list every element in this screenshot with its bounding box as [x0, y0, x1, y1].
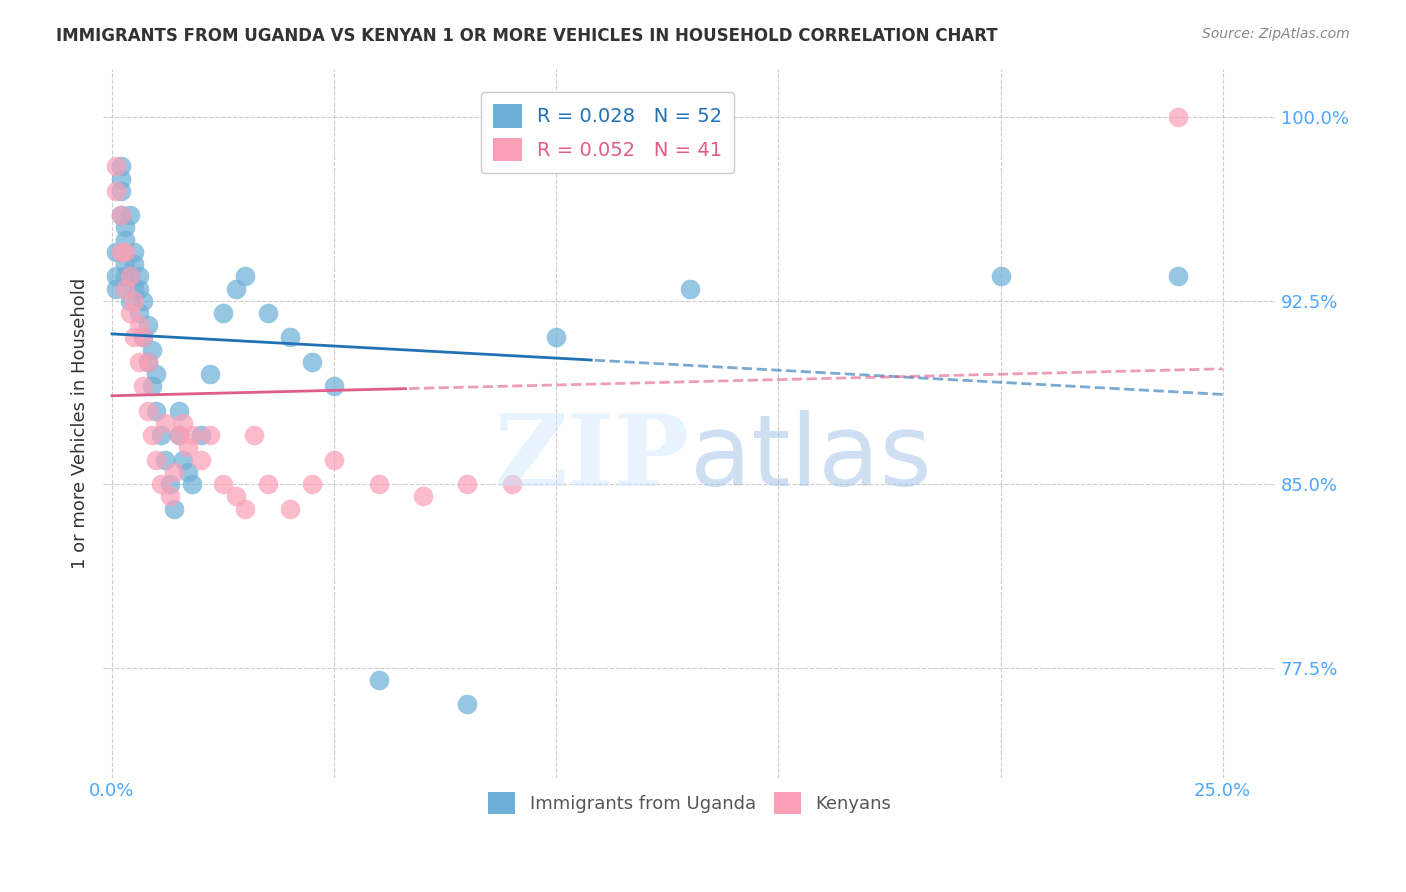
Point — [198, 428, 221, 442]
Point — [132, 330, 155, 344]
Point — [110, 208, 132, 222]
Point — [243, 428, 266, 442]
Legend: Immigrants from Uganda, Kenyans: Immigrants from Uganda, Kenyans — [477, 781, 901, 825]
Point — [110, 208, 132, 222]
Point — [118, 269, 141, 284]
Point — [225, 489, 247, 503]
Point — [132, 379, 155, 393]
Point — [546, 330, 568, 344]
Point — [367, 477, 389, 491]
Point — [149, 428, 172, 442]
Point — [114, 269, 136, 284]
Point — [172, 416, 194, 430]
Point — [145, 367, 167, 381]
Point — [167, 404, 190, 418]
Point — [122, 257, 145, 271]
Point — [1167, 111, 1189, 125]
Point — [412, 489, 434, 503]
Point — [114, 220, 136, 235]
Point — [278, 501, 301, 516]
Point — [323, 379, 346, 393]
Point — [128, 269, 150, 284]
Point — [159, 489, 181, 503]
Point — [110, 244, 132, 259]
Point — [301, 355, 323, 369]
Text: atlas: atlas — [689, 410, 931, 507]
Point — [105, 244, 128, 259]
Point — [1167, 269, 1189, 284]
Y-axis label: 1 or more Vehicles in Household: 1 or more Vehicles in Household — [72, 277, 89, 569]
Point — [159, 477, 181, 491]
Point — [118, 293, 141, 308]
Point — [456, 477, 478, 491]
Point — [225, 282, 247, 296]
Point — [155, 416, 177, 430]
Point — [145, 452, 167, 467]
Point — [132, 293, 155, 308]
Point — [198, 367, 221, 381]
Point — [163, 501, 186, 516]
Point — [128, 282, 150, 296]
Point — [678, 282, 700, 296]
Point — [167, 428, 190, 442]
Point — [105, 282, 128, 296]
Text: IMMIGRANTS FROM UGANDA VS KENYAN 1 OR MORE VEHICLES IN HOUSEHOLD CORRELATION CHA: IMMIGRANTS FROM UGANDA VS KENYAN 1 OR MO… — [56, 27, 998, 45]
Point — [149, 477, 172, 491]
Point — [256, 306, 278, 320]
Point — [181, 428, 204, 442]
Point — [114, 257, 136, 271]
Point — [233, 501, 256, 516]
Point — [190, 452, 212, 467]
Point — [278, 330, 301, 344]
Text: Source: ZipAtlas.com: Source: ZipAtlas.com — [1202, 27, 1350, 41]
Point — [122, 293, 145, 308]
Point — [190, 428, 212, 442]
Point — [128, 306, 150, 320]
Point — [114, 233, 136, 247]
Point — [141, 379, 163, 393]
Point — [110, 171, 132, 186]
Point — [136, 355, 159, 369]
Point — [114, 244, 136, 259]
Point — [990, 269, 1012, 284]
Point — [128, 318, 150, 333]
Point — [105, 269, 128, 284]
Point — [105, 184, 128, 198]
Point — [141, 343, 163, 357]
Point — [128, 355, 150, 369]
Point — [136, 355, 159, 369]
Point — [136, 318, 159, 333]
Point — [118, 208, 141, 222]
Point — [176, 465, 198, 479]
Point — [212, 306, 235, 320]
Point — [141, 428, 163, 442]
Point — [132, 330, 155, 344]
Point — [155, 452, 177, 467]
Point — [501, 477, 523, 491]
Point — [367, 673, 389, 687]
Text: ZIP: ZIP — [495, 410, 689, 507]
Point — [212, 477, 235, 491]
Point — [122, 244, 145, 259]
Point — [256, 477, 278, 491]
Point — [110, 184, 132, 198]
Point — [105, 159, 128, 173]
Point — [167, 428, 190, 442]
Point — [118, 306, 141, 320]
Point — [110, 159, 132, 173]
Point — [323, 452, 346, 467]
Point — [172, 452, 194, 467]
Point — [181, 477, 204, 491]
Point — [145, 404, 167, 418]
Point — [136, 404, 159, 418]
Point — [301, 477, 323, 491]
Point — [233, 269, 256, 284]
Point — [118, 269, 141, 284]
Point — [176, 441, 198, 455]
Point — [163, 465, 186, 479]
Point — [114, 282, 136, 296]
Point — [122, 330, 145, 344]
Point — [122, 282, 145, 296]
Point — [456, 697, 478, 711]
